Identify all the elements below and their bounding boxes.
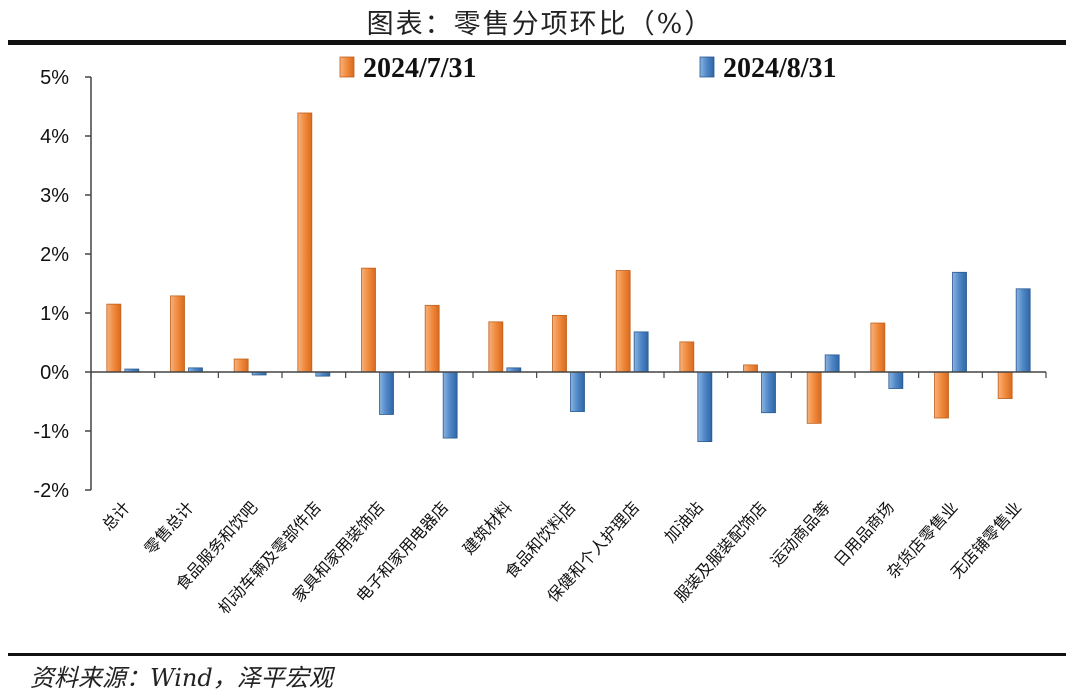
y-tick-label: -2%	[33, 480, 69, 502]
source-note: 资料来源：Wind，泽平宏观	[30, 664, 333, 692]
top-rule	[8, 40, 1066, 45]
legend-label: 2024/7/31	[363, 53, 477, 84]
bar-jul-14	[997, 371, 1013, 399]
bar-aug-5	[442, 371, 458, 439]
y-tick-label: 0%	[40, 362, 69, 384]
y-tick-label: 5%	[40, 67, 69, 89]
y-tick-label: 2%	[40, 244, 69, 266]
y-tick-label: -1%	[33, 421, 69, 443]
category-label: 总计	[98, 498, 134, 535]
y-axis: -2% -1% 0% 1% 2% 3% 4% 5%	[33, 67, 92, 502]
category-label: 加油站	[661, 498, 707, 546]
bar-jul-5	[424, 304, 440, 373]
bar-jul-7	[552, 314, 567, 373]
bar-jul-6	[488, 321, 504, 373]
bar-jul-8	[615, 270, 631, 373]
bar-aug-7	[570, 371, 585, 412]
bar-jul-13	[934, 371, 949, 419]
bar-aug-11	[824, 354, 840, 373]
bar-jul-4	[361, 267, 376, 373]
bar-aug-12	[888, 371, 904, 389]
x-axis	[90, 371, 1047, 378]
bar-jul-1	[170, 295, 185, 373]
category-label: 零售总计	[141, 498, 198, 558]
legend-label: 2024/8/31	[723, 53, 837, 84]
bar-jul-0	[106, 303, 122, 373]
bar-jul-10	[743, 364, 758, 373]
category-label: 运动商品等	[766, 498, 834, 570]
bar-aug-4	[379, 371, 394, 415]
bar-aug-13	[952, 271, 967, 373]
bar-aug-10	[761, 371, 776, 414]
y-tick-label: 4%	[40, 126, 69, 148]
bottom-rule	[8, 653, 1066, 656]
figure-title: 图表：零售分项环比（%）	[366, 9, 714, 40]
legend-swatch	[699, 56, 715, 78]
legend: 2024/7/31 2024/8/31	[339, 53, 837, 84]
category-label: 日用品商场	[830, 498, 898, 570]
category-label: 建筑材料	[459, 498, 516, 558]
legend-swatch	[339, 56, 355, 78]
bar-jul-3	[297, 112, 313, 373]
bar-jul-11	[806, 371, 822, 424]
bar-aug-14	[1015, 288, 1031, 373]
bar-jul-2	[233, 358, 249, 373]
bars	[106, 112, 1031, 443]
y-tick-label: 3%	[40, 185, 69, 207]
bar-jul-9	[679, 341, 695, 373]
bar-jul-12	[870, 322, 886, 373]
bar-chart: 2024/7/31 2024/8/31 -2% -1% 0% 1% 2% 3% 4% 5% 总计…	[33, 53, 1047, 618]
bar-aug-9	[697, 371, 713, 443]
bar-aug-8	[633, 331, 649, 373]
y-tick-label: 1%	[40, 303, 69, 325]
